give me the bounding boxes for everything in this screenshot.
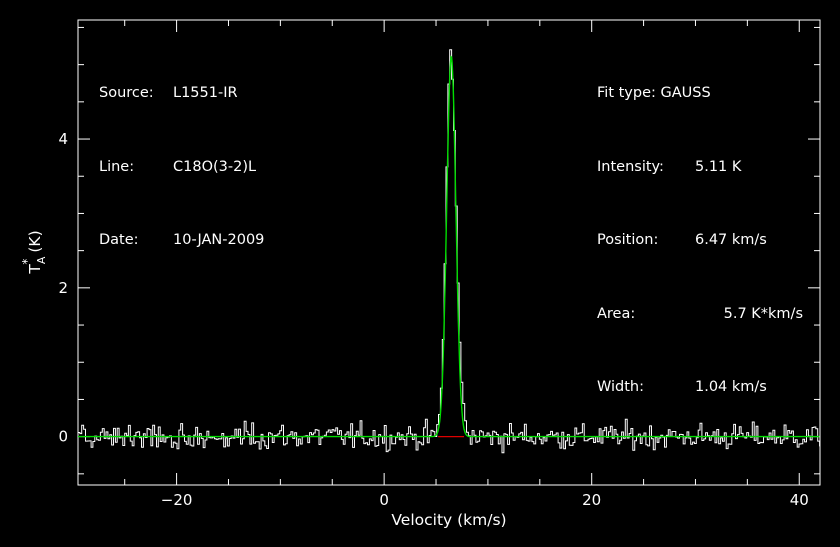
y-tick-label: 0 <box>58 428 68 446</box>
area-row: Area: 5.7 K*km/s <box>597 302 803 327</box>
width-value: 1.04 km/s <box>695 379 767 395</box>
y-tick-label: 4 <box>58 130 68 148</box>
x-axis-label: Velocity (km/s) <box>391 511 506 529</box>
x-tick-label: 40 <box>790 491 809 509</box>
header-info-left: Source: L1551-IR Line: C18O(3-2)L Date: 10-… <box>99 32 264 277</box>
position-label: Position: <box>597 232 659 248</box>
position-row: Position: 6.47 km/s <box>597 228 803 253</box>
y-tick-label: 2 <box>58 279 68 297</box>
y-axis-label-main: T <box>26 264 44 275</box>
y-axis-label-sup: * <box>20 259 34 265</box>
source-row: Source: L1551-IR <box>99 81 264 106</box>
tick-labels: −20 0 20 40 0 2 4 <box>58 130 808 509</box>
gaussian-fit-line <box>78 55 820 438</box>
position-value: 6.47 km/s <box>695 232 767 248</box>
width-label: Width: <box>597 379 645 395</box>
line-label: Line: <box>99 158 135 175</box>
header-info-right: Fit type: GAUSS Intensity: 5.11 K Positio… <box>597 32 803 424</box>
x-tick-label: 20 <box>582 491 601 509</box>
axis-ticks <box>78 20 820 485</box>
date-label: Date: <box>99 232 139 248</box>
y-axis-label: TA* (K) <box>20 230 48 274</box>
width-row: Width: 1.04 km/s <box>597 375 803 400</box>
line-row: Line: C18O(3-2)L <box>99 155 264 180</box>
x-tick-label: 0 <box>379 491 389 509</box>
line-value: C18O(3-2)L <box>173 158 257 175</box>
y-axis-label-sub: A <box>35 256 48 264</box>
date-value: 10-JAN-2009 <box>173 232 265 248</box>
source-label: Source: <box>99 85 154 101</box>
spectrum-series-line <box>78 49 821 454</box>
intensity-label: Intensity: <box>597 158 664 175</box>
date-row: Date: 10-JAN-2009 <box>99 228 264 253</box>
intensity-value: 5.11 K <box>695 158 742 175</box>
x-tick-label: −20 <box>161 491 193 509</box>
plot-frame <box>77 19 821 486</box>
y-axis-label-unit: (K) <box>26 230 44 252</box>
fit-type: Fit type: GAUSS <box>597 85 711 101</box>
intensity-row: Intensity: 5.11 K <box>597 155 803 180</box>
area-label: Area: <box>597 305 636 322</box>
source-value: L1551-IR <box>173 85 238 101</box>
area-value: 5.7 K*km/s <box>723 305 803 322</box>
